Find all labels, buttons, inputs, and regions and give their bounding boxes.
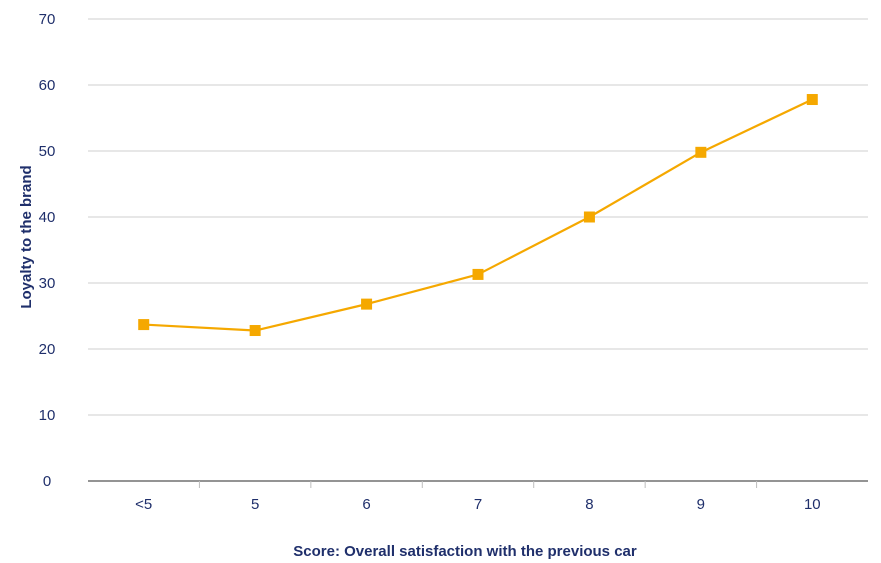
y-tick-label: 50	[39, 143, 56, 160]
series-line	[143, 98, 813, 332]
y-tick-label: 0	[43, 473, 51, 490]
x-tick-label: 10	[804, 496, 821, 513]
x-axis-title: Score: Overall satisfaction with the pre…	[293, 543, 637, 560]
x-axis	[88, 480, 868, 488]
y-axis-tick-labels: 0 10 20 30 40 50 60 70	[39, 11, 56, 490]
x-tick-label: 7	[474, 496, 482, 513]
y-tick-label: 10	[39, 407, 56, 424]
data-point-marker	[361, 298, 373, 310]
gridlines	[88, 18, 868, 416]
x-tick-label: 8	[585, 496, 593, 513]
y-tick-label: 30	[39, 275, 56, 292]
y-tick-label: 40	[39, 209, 56, 226]
y-tick-label: 60	[39, 77, 56, 94]
data-point-marker	[695, 146, 707, 158]
x-tick-label: 5	[251, 496, 259, 513]
data-point-marker	[583, 211, 595, 223]
data-point-marker	[806, 94, 818, 106]
x-tick-label: 9	[697, 496, 705, 513]
x-axis-tick-labels: <5 5 6 7 8 9 10	[135, 496, 820, 513]
data-point-marker	[138, 319, 150, 331]
x-tick-label: <5	[135, 496, 152, 513]
y-tick-label: 20	[39, 341, 56, 358]
data-point-marker	[472, 268, 484, 280]
y-axis-title: Loyalty to the brand	[18, 165, 35, 308]
x-tick-label: 6	[362, 496, 370, 513]
data-point-marker	[249, 325, 261, 337]
y-tick-label: 70	[39, 11, 56, 28]
series-layer	[138, 94, 818, 337]
